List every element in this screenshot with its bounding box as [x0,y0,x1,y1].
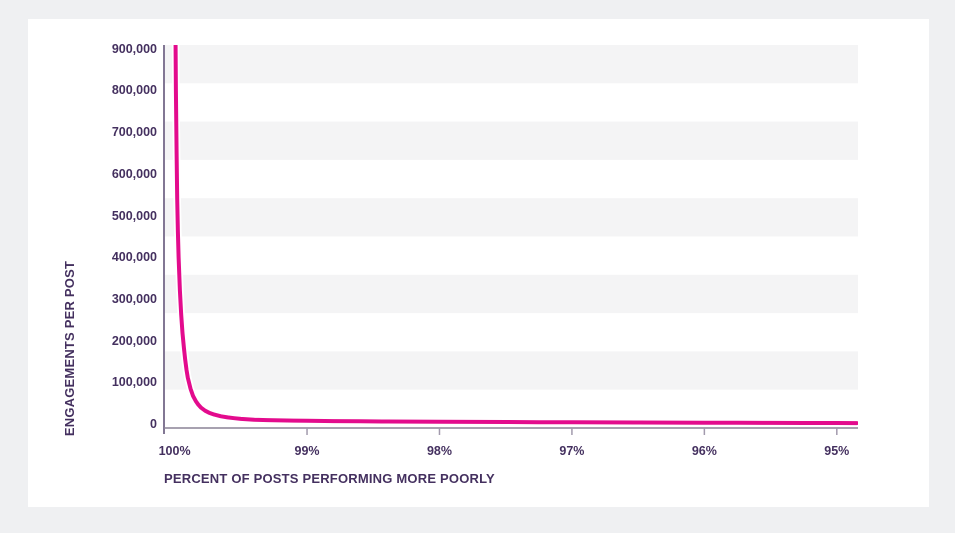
plot-stripe-band [165,274,858,314]
x-tick-label: 95% [824,444,850,458]
y-tick-label: 200,000 [111,333,157,348]
y-tick-label: 0 [150,417,157,431]
x-tick-label: 99% [294,444,320,458]
y-tick-label: 100,000 [111,375,157,390]
y-tick-label: 700,000 [111,125,157,140]
y-tick-label: 900,000 [111,41,157,56]
x-axis-title: PERCENT OF POSTS PERFORMING MORE POORLY [164,471,495,486]
y-axis-title: ENGAGEMENTS PER POST [62,260,77,437]
chart-card: 0 100,000 200,000 300,000 400,000 500,000 600,… [28,19,929,507]
y-tick-label: 500,000 [111,208,157,223]
plot-stripe-band [165,121,858,160]
x-tick-label: 97% [559,444,585,458]
x-tick-label: 100% [158,444,191,458]
y-tick-label: 400,000 [111,250,157,265]
y-tick-label: 600,000 [111,166,157,181]
plot-stripe-band [165,351,858,390]
plot-stripe-band [165,45,858,84]
plot-stripe-band [165,198,858,237]
series-line [173,45,858,426]
chart-plot-area [163,45,858,435]
y-tick-label: 300,000 [111,291,157,306]
y-tick-label: 800,000 [111,83,157,98]
x-tick-label: 98% [426,444,452,458]
x-tick-label: 96% [691,444,717,458]
